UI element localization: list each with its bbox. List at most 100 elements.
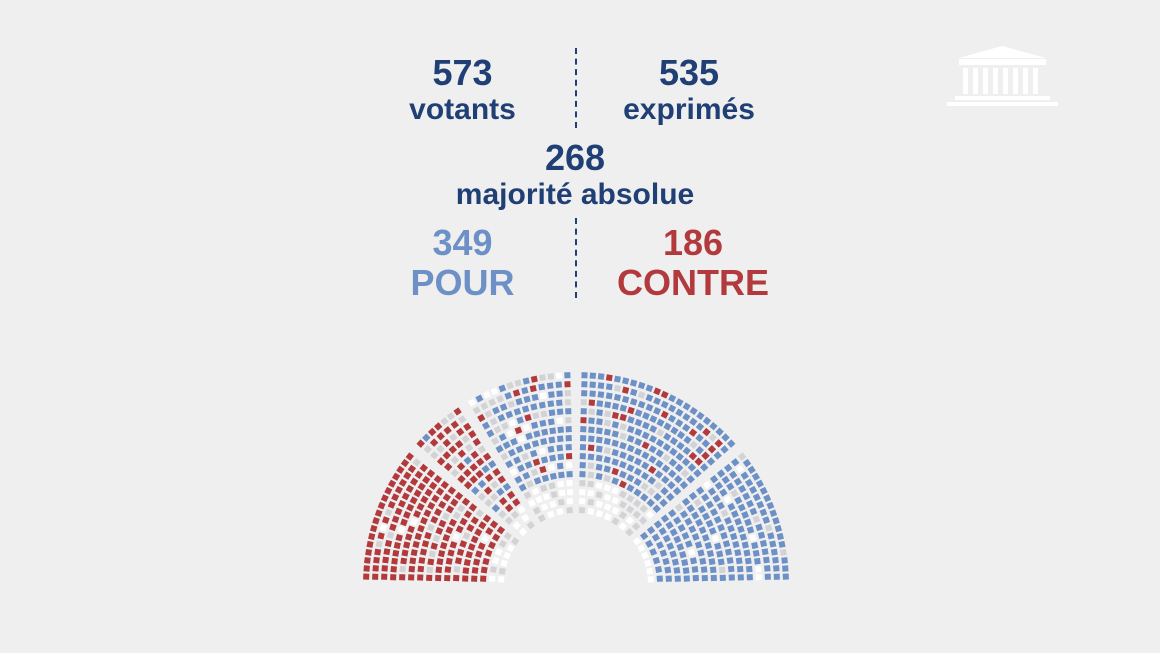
seat xyxy=(687,548,696,557)
seat xyxy=(626,444,635,453)
seat xyxy=(691,532,700,541)
seat xyxy=(660,400,669,409)
seat xyxy=(450,498,459,507)
seat xyxy=(723,463,733,473)
seat xyxy=(470,450,479,460)
seat xyxy=(512,498,521,507)
seat xyxy=(618,500,628,509)
seat xyxy=(413,510,422,519)
seat xyxy=(667,414,677,423)
seat xyxy=(744,478,754,487)
seat xyxy=(761,548,769,556)
seat xyxy=(603,437,611,445)
seat xyxy=(456,548,465,557)
seat xyxy=(546,510,555,519)
seat xyxy=(514,475,523,484)
seat xyxy=(512,521,521,530)
seat xyxy=(496,394,505,403)
seat xyxy=(381,516,390,524)
seat xyxy=(764,573,771,580)
seat xyxy=(489,565,497,574)
seat xyxy=(488,398,497,407)
seat xyxy=(666,492,675,502)
seat xyxy=(498,539,507,548)
seat xyxy=(726,557,734,564)
seat xyxy=(477,492,487,502)
seat xyxy=(581,390,588,397)
seat xyxy=(417,482,426,491)
seat xyxy=(596,418,603,426)
seat xyxy=(708,527,717,535)
seat xyxy=(755,565,762,573)
seat xyxy=(548,436,556,444)
seat xyxy=(580,408,587,415)
seat xyxy=(661,464,671,473)
seat xyxy=(579,489,586,496)
seat xyxy=(373,556,380,564)
seat xyxy=(660,390,669,399)
seat xyxy=(684,517,693,526)
seat xyxy=(504,503,514,513)
seat xyxy=(727,524,735,533)
seat xyxy=(679,510,689,519)
seat xyxy=(414,470,423,479)
seat xyxy=(463,559,471,567)
seat xyxy=(668,509,677,518)
seat xyxy=(613,384,622,392)
seat xyxy=(384,539,393,548)
seat xyxy=(500,559,508,567)
contre-block: 186 CONTRE xyxy=(612,225,774,301)
seat xyxy=(673,567,681,574)
seat xyxy=(372,573,379,580)
seat xyxy=(540,410,548,418)
seat xyxy=(766,501,775,510)
seat xyxy=(782,573,789,580)
seat xyxy=(457,449,467,458)
seat xyxy=(707,445,717,454)
seat xyxy=(627,416,635,424)
seat xyxy=(674,463,684,473)
seat xyxy=(405,452,415,461)
seat xyxy=(565,444,572,451)
seat xyxy=(579,444,587,451)
seat xyxy=(450,455,460,465)
seat xyxy=(688,451,698,461)
seat xyxy=(611,439,619,447)
seat xyxy=(428,550,436,558)
seat xyxy=(475,550,483,558)
seat xyxy=(463,480,473,490)
seat xyxy=(611,506,620,515)
seat xyxy=(444,566,452,573)
seat xyxy=(757,531,766,539)
seat xyxy=(713,451,722,460)
seat xyxy=(653,520,663,529)
seat xyxy=(587,453,595,461)
seat xyxy=(566,489,574,496)
seat xyxy=(372,565,379,572)
seat xyxy=(769,509,778,518)
seat xyxy=(720,509,729,518)
seat xyxy=(587,471,595,479)
seat xyxy=(555,372,563,379)
seat xyxy=(539,419,547,427)
seat xyxy=(662,443,671,452)
seat xyxy=(401,549,409,557)
seat xyxy=(686,474,695,484)
seat xyxy=(430,515,439,524)
seat xyxy=(461,434,470,444)
seat xyxy=(597,373,605,380)
seat xyxy=(556,508,564,516)
seat xyxy=(773,573,780,580)
seat xyxy=(744,518,752,527)
seat xyxy=(490,480,499,490)
seat xyxy=(595,454,603,462)
seat xyxy=(611,430,619,438)
seat xyxy=(634,438,643,446)
seat xyxy=(392,549,400,557)
seat xyxy=(649,424,658,434)
seat xyxy=(464,443,474,452)
seat xyxy=(395,534,403,542)
seat xyxy=(529,449,538,458)
seat xyxy=(723,495,732,504)
seat xyxy=(619,441,627,450)
